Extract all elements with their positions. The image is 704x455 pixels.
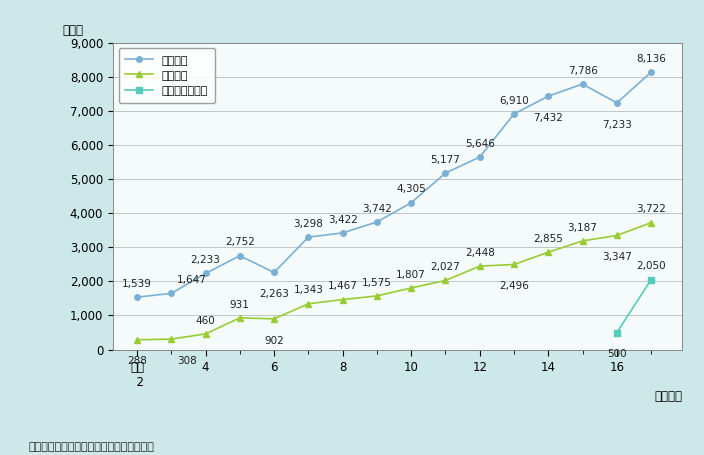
修士課程 — [372, 219, 381, 225]
Text: 4,305: 4,305 — [396, 184, 426, 194]
Text: 5,646: 5,646 — [465, 139, 495, 149]
修士課程 — [475, 154, 484, 160]
Text: 6,910: 6,910 — [499, 96, 529, 106]
Text: 3,742: 3,742 — [362, 204, 392, 214]
専門職学位課程 — [647, 277, 655, 283]
Text: 3,347: 3,347 — [602, 252, 631, 262]
博士課程 — [339, 297, 347, 302]
Text: 2,496: 2,496 — [499, 281, 529, 291]
Text: 7,786: 7,786 — [567, 66, 598, 76]
Text: 7,233: 7,233 — [602, 120, 631, 130]
Text: 3,298: 3,298 — [294, 219, 323, 229]
Text: 2,855: 2,855 — [534, 234, 563, 244]
Text: 1,467: 1,467 — [327, 281, 358, 291]
Text: 2,050: 2,050 — [636, 261, 666, 271]
Text: 288: 288 — [127, 356, 147, 366]
Y-axis label: （人）: （人） — [63, 24, 84, 36]
Text: 3,422: 3,422 — [327, 215, 358, 225]
Text: 1,343: 1,343 — [294, 285, 323, 295]
博士課程 — [236, 315, 244, 321]
Text: 5,177: 5,177 — [431, 155, 460, 165]
Text: 7,432: 7,432 — [534, 113, 563, 123]
Text: 2,233: 2,233 — [191, 255, 220, 265]
博士課程 — [407, 285, 415, 291]
Text: 2,263: 2,263 — [259, 289, 289, 299]
修士課程 — [201, 271, 210, 276]
Line: 博士課程: 博士課程 — [134, 220, 654, 343]
Text: 500: 500 — [607, 349, 627, 359]
Text: 1,539: 1,539 — [122, 279, 152, 289]
博士課程 — [372, 293, 381, 298]
Text: 1,647: 1,647 — [177, 275, 207, 285]
Text: 3,722: 3,722 — [636, 204, 666, 214]
修士課程 — [236, 253, 244, 258]
Text: （年度）: （年度） — [654, 389, 682, 403]
博士課程 — [133, 337, 142, 343]
Text: 2,448: 2,448 — [465, 248, 495, 258]
Text: 3,187: 3,187 — [567, 222, 598, 233]
博士課程 — [304, 301, 313, 307]
修士課程 — [441, 170, 450, 176]
修士課程 — [647, 70, 655, 75]
博士課程 — [167, 336, 175, 342]
修士課程 — [133, 294, 142, 300]
博士課程 — [578, 238, 586, 243]
Text: 1,807: 1,807 — [396, 270, 426, 280]
Text: 8,136: 8,136 — [636, 54, 666, 64]
Legend: 修士課程, 博士課程, 専門職学位課程: 修士課程, 博士課程, 専門職学位課程 — [118, 48, 215, 103]
修士課程 — [544, 93, 553, 99]
博士課程 — [441, 278, 450, 283]
修士課程 — [510, 111, 518, 116]
Text: 2,752: 2,752 — [225, 238, 255, 248]
博士課程 — [475, 263, 484, 269]
Text: 資料：文部科学省（各年度５月１日現在）: 資料：文部科学省（各年度５月１日現在） — [28, 442, 154, 452]
Text: 308: 308 — [177, 356, 196, 366]
博士課程 — [647, 220, 655, 225]
博士課程 — [510, 262, 518, 267]
博士課程 — [270, 316, 278, 322]
Text: 460: 460 — [196, 316, 215, 326]
修士課程 — [578, 81, 586, 87]
Text: 2,027: 2,027 — [431, 262, 460, 272]
Line: 修士課程: 修士課程 — [134, 69, 654, 300]
Text: 902: 902 — [264, 335, 284, 345]
博士課程 — [201, 331, 210, 337]
修士課程 — [270, 270, 278, 275]
修士課程 — [304, 234, 313, 240]
Text: 1,575: 1,575 — [362, 278, 392, 288]
Line: 専門職学位課程: 専門職学位課程 — [614, 277, 654, 335]
修士課程 — [612, 100, 621, 106]
修士課程 — [407, 200, 415, 206]
博士課程 — [544, 249, 553, 255]
専門職学位課程 — [612, 330, 621, 335]
Text: 931: 931 — [230, 299, 250, 309]
修士課程 — [339, 230, 347, 236]
修士課程 — [167, 291, 175, 296]
博士課程 — [612, 233, 621, 238]
